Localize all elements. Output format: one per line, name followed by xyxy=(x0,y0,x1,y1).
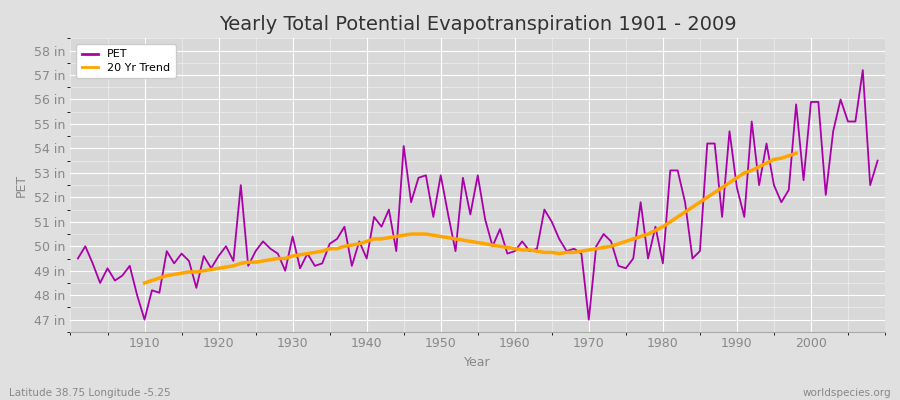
Title: Yearly Total Potential Evapotranspiration 1901 - 2009: Yearly Total Potential Evapotranspiratio… xyxy=(219,15,736,34)
Legend: PET, 20 Yr Trend: PET, 20 Yr Trend xyxy=(76,44,176,78)
Y-axis label: PET: PET xyxy=(15,174,28,197)
X-axis label: Year: Year xyxy=(464,356,491,369)
Text: worldspecies.org: worldspecies.org xyxy=(803,388,891,398)
Text: Latitude 38.75 Longitude -5.25: Latitude 38.75 Longitude -5.25 xyxy=(9,388,171,398)
